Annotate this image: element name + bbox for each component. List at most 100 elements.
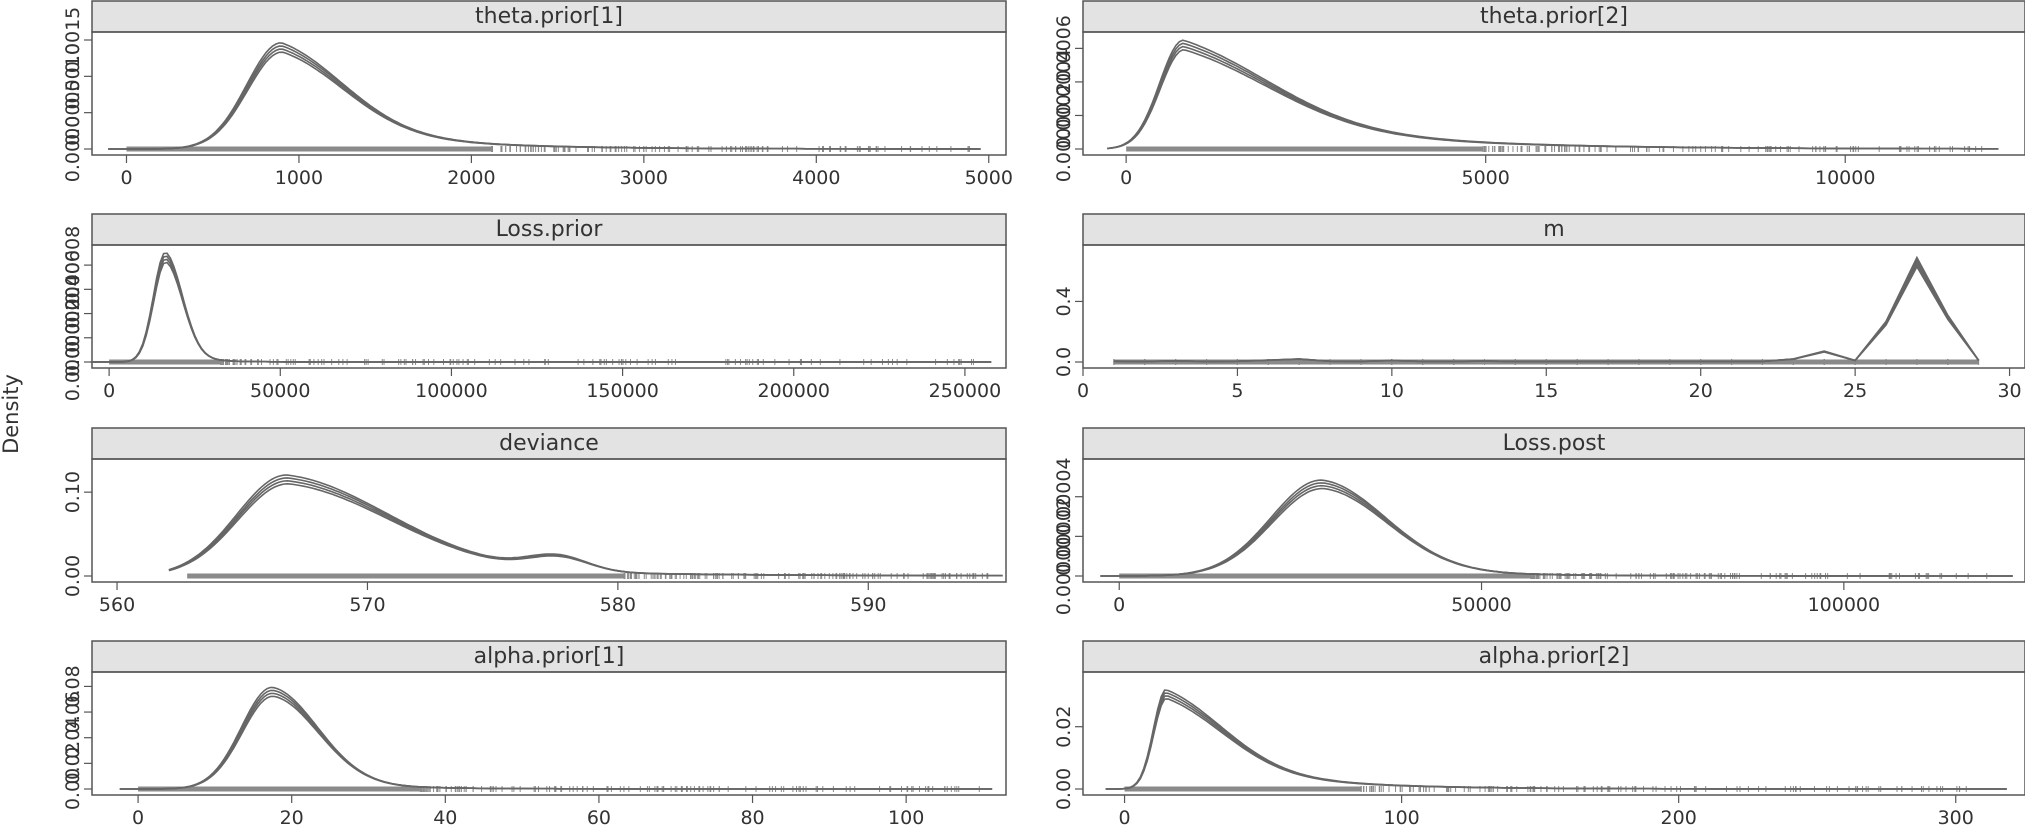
- y-tick-label: 0.0000: [62, 116, 84, 182]
- x-tick-label: 5000: [1462, 167, 1510, 189]
- density-curves: [1107, 39, 1999, 150]
- x-tick-label: 3000: [620, 167, 668, 189]
- plot-frame: [91, 244, 1007, 369]
- y-tick-label: 0.00008: [62, 226, 84, 305]
- panel: alpha.prior[2] 0 100 200 300 0.00 0.02: [1053, 640, 2025, 828]
- y-tick-label: 0.0000: [1053, 116, 1075, 182]
- x-tick-label: 25: [1843, 380, 1867, 402]
- x-tick-label: 0: [1120, 167, 1132, 189]
- x-tick-label: 20: [1689, 380, 1713, 402]
- x-tick-label: 15: [1534, 380, 1558, 402]
- x-tick-label: 40: [433, 807, 457, 828]
- x-tick-label: 50000: [1451, 594, 1511, 616]
- chain-density-curve: [1105, 689, 2007, 790]
- x-tick-label: 200: [1661, 807, 1697, 828]
- plot-frame: [91, 671, 1007, 796]
- x-tick-label: 300: [1938, 807, 1974, 828]
- plot-frame: [91, 458, 1007, 583]
- chain-density-curve: [119, 686, 993, 790]
- density-curves: [1113, 255, 1980, 363]
- y-tick-label: 0.04: [62, 717, 84, 759]
- panel-title: theta.prior[1]: [475, 4, 623, 29]
- x-tick-label: 5: [1231, 380, 1243, 402]
- density-curves: [1100, 479, 2013, 577]
- x-tick-label: 0: [120, 167, 132, 189]
- density-curves: [90, 252, 992, 363]
- y-tick-label: 0.02: [62, 742, 84, 784]
- x-tick-label: 80: [740, 807, 764, 828]
- panel: alpha.prior[1]0 20 40 60 80 1000.000.020.040.…: [62, 640, 1007, 828]
- chain-density-curve: [168, 479, 1003, 577]
- y-tick-label: 0.0010: [62, 43, 84, 109]
- panel-title: alpha.prior[2]: [1479, 644, 1630, 669]
- x-tick-label: 150000: [586, 380, 659, 402]
- chain-density-curve: [1107, 42, 1999, 150]
- density-curves: [1105, 689, 2007, 790]
- chain-density-curve: [119, 692, 993, 790]
- x-tick-label: 0: [1119, 807, 1131, 828]
- plot-frame: [1082, 31, 2025, 156]
- y-tick-label: 0.0002: [1053, 82, 1075, 148]
- x-tick-label: 10: [1380, 380, 1404, 402]
- panel: theta.prior[2] 0 5000 10000 0.00000.00020.00…: [1053, 0, 2025, 189]
- density-curves: [108, 42, 981, 150]
- y-tick-label: 0.4: [1053, 286, 1075, 316]
- x-tick-label: 0: [132, 807, 144, 828]
- x-tick-label: 30: [1997, 380, 2021, 402]
- x-tick-label: 590: [850, 594, 886, 616]
- y-tick-label: 0.00004: [62, 274, 84, 353]
- panel: theta.prior[1] 0 1000 2000 3000 4000 5000 0.000…: [62, 0, 1013, 189]
- strip-background: [1082, 213, 2025, 246]
- y-tick-label: 0.00000: [1053, 537, 1075, 616]
- chain-density-curve: [1100, 479, 2013, 577]
- plot-frame: [1082, 671, 2025, 796]
- y-tick-label: 0.06: [62, 691, 84, 733]
- strip-background: [91, 640, 1007, 673]
- panel-title: theta.prior[2]: [1480, 4, 1628, 29]
- chain-density-curve: [1107, 48, 1999, 150]
- x-tick-label: 100000: [415, 380, 488, 402]
- x-tick-label: 560: [99, 594, 135, 616]
- chain-density-curve: [1107, 39, 1999, 150]
- chain-density-curve: [1105, 695, 2007, 790]
- y-tick-label: 0.00006: [62, 250, 84, 329]
- chain-density-curve: [90, 252, 992, 363]
- strip-background: [91, 0, 1007, 33]
- y-axis-label: Density: [0, 374, 23, 454]
- y-tick-label: 0.0004: [1053, 49, 1075, 115]
- x-tick-label: 570: [349, 594, 385, 616]
- chain-density-curve: [90, 258, 992, 363]
- chain-density-curve: [1100, 487, 2013, 577]
- chain-density-curve: [168, 474, 1003, 577]
- plot-frame: [91, 31, 1007, 156]
- density-curves: [168, 474, 1003, 577]
- x-tick-label: 200000: [757, 380, 830, 402]
- density-curves: [119, 686, 993, 790]
- y-tick-label: 0.0015: [62, 7, 84, 73]
- chain-density-curve: [1107, 45, 1999, 150]
- chain-density-curve: [108, 42, 981, 150]
- chain-density-curve: [90, 261, 992, 363]
- panel: m 0 5 10 15 20 25 30 0.0 0.4: [1053, 213, 2025, 402]
- chain-density-curve: [90, 255, 992, 363]
- chain-density-curve: [119, 689, 993, 790]
- x-tick-label: 1000: [275, 167, 323, 189]
- panel-title: alpha.prior[1]: [474, 644, 625, 669]
- y-tick-label: 0.02: [1053, 706, 1075, 748]
- y-tick-label: 0.00002: [62, 298, 84, 377]
- x-tick-label: 250000: [929, 380, 1002, 402]
- y-tick-label: 0.00002: [1053, 497, 1075, 576]
- panel-title: deviance: [499, 431, 599, 456]
- x-tick-label: 0: [1113, 594, 1125, 616]
- y-tick-label: 0.0006: [1053, 15, 1075, 81]
- x-tick-label: 100: [888, 807, 924, 828]
- panel-title: m: [1543, 217, 1564, 242]
- strip-background: [91, 427, 1007, 460]
- panel-title: Loss.post: [1503, 431, 1606, 456]
- panel: Loss.prior 0 50000 100000 150000 200000 250000…: [62, 213, 1007, 402]
- y-tick-label: 0.00: [1053, 768, 1075, 810]
- strip-background: [91, 213, 1007, 246]
- y-tick-label: 0.00004: [1053, 457, 1075, 536]
- chain-density-curve: [1100, 482, 2013, 577]
- strip-background: [1082, 0, 2025, 33]
